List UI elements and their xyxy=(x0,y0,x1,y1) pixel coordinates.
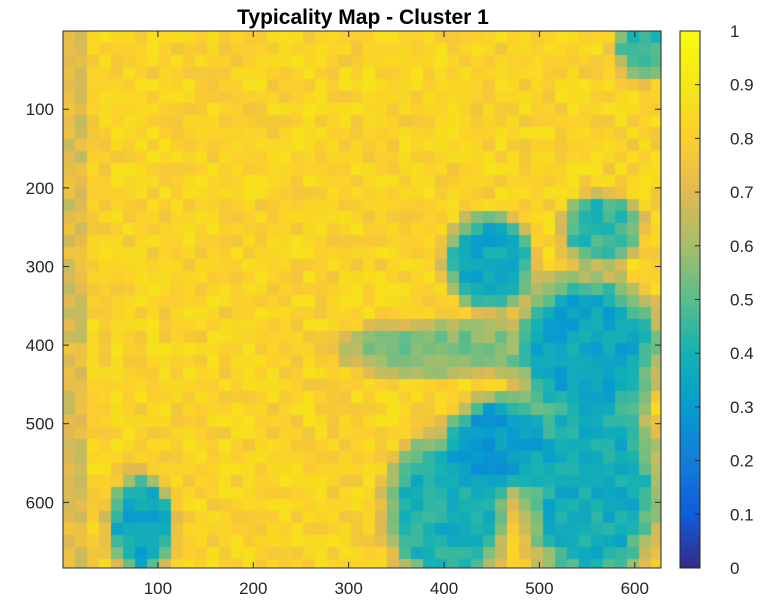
colorbar-tick-label: 0.1 xyxy=(730,505,754,524)
x-tick-label: 100 xyxy=(144,579,172,598)
heatmap-raster xyxy=(63,31,661,568)
y-tick-label: 200 xyxy=(26,179,54,198)
x-tick-label: 600 xyxy=(621,579,649,598)
colorbar-tick-label: 0.4 xyxy=(730,344,754,363)
chart-title: Typicality Map - Cluster 1 xyxy=(237,6,489,29)
y-tick-label: 100 xyxy=(26,100,54,119)
x-tick-label: 200 xyxy=(239,579,267,598)
colorbar-gradient xyxy=(680,31,700,568)
colorbar-tick-label: 0.7 xyxy=(730,183,754,202)
y-tick-label: 600 xyxy=(26,493,54,512)
colorbar-tick-label: 0.6 xyxy=(730,237,754,256)
y-tick-label: 300 xyxy=(26,257,54,276)
x-tick-label: 500 xyxy=(525,579,553,598)
y-tick-label: 500 xyxy=(26,415,54,434)
x-tick-label: 400 xyxy=(430,579,458,598)
colorbar-tick-label: 1 xyxy=(730,22,739,41)
plot-area-frame xyxy=(62,30,662,569)
colorbar-tick-label: 0.9 xyxy=(730,76,754,95)
colorbar-tick-label: 0.2 xyxy=(730,452,754,471)
y-axis: 100 200 300 400 500 600 xyxy=(26,100,661,512)
x-axis: 100 200 300 400 500 600 xyxy=(144,31,649,598)
colorbar: 0 0.1 0.2 0.3 0.4 0.5 0.6 0.7 0.8 0.9 1 xyxy=(679,22,754,578)
x-tick-label: 300 xyxy=(334,579,362,598)
heatmap-image xyxy=(63,31,661,568)
colorbar-tick-label: 0.3 xyxy=(730,398,754,417)
colorbar-tick-label: 0 xyxy=(730,559,739,578)
y-tick-label: 400 xyxy=(26,336,54,355)
colorbar-tick-label: 0.5 xyxy=(730,291,754,310)
colorbar-tick-label: 0.8 xyxy=(730,129,754,148)
